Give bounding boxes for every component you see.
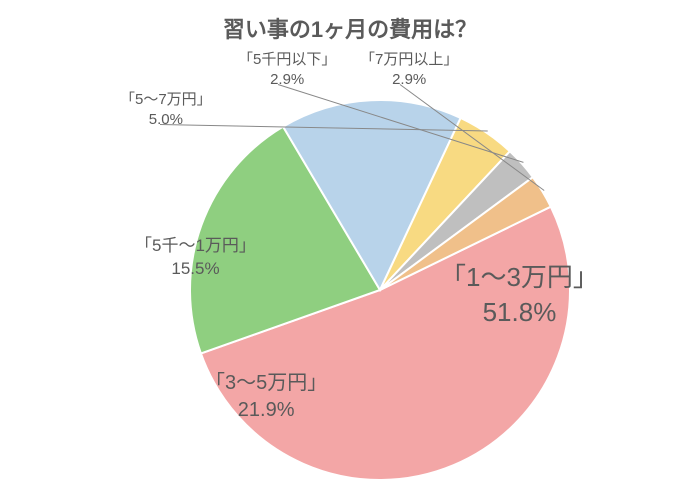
slice-label-name: 「1〜3万円」 [440, 260, 599, 295]
pie-svg [0, 0, 700, 500]
slice-label-name: 「5千円以下」 [238, 50, 336, 70]
slice-label-name: 「7万円以上」 [360, 50, 458, 70]
slice-label-percent: 21.9% [205, 397, 327, 424]
slice-label-name: 「5千〜1万円」 [135, 235, 256, 258]
slice-label-name: 「5〜7万円」 [120, 90, 212, 110]
pie-chart: 習い事の1ヶ月の費用は？ 「1〜3万円」51.8% 「3〜5万円」21.9% 「5千… [0, 0, 700, 500]
slice-label: 「3〜5万円」21.9% [205, 370, 327, 424]
slice-label-percent: 5.0% [120, 110, 212, 130]
slice-label-percent: 15.5% [135, 258, 256, 281]
slice-label-percent: 2.9% [238, 70, 336, 90]
slice-label: 「5千円以下」2.9% [238, 50, 336, 91]
chart-title: 習い事の1ヶ月の費用は？ [0, 12, 700, 44]
slice-label: 「1〜3万円」51.8% [440, 260, 599, 330]
slice-label-name: 「3〜5万円」 [205, 370, 327, 397]
slice-label: 「5千〜1万円」15.5% [135, 235, 256, 281]
slice-label-percent: 2.9% [360, 70, 458, 90]
slice-label-percent: 51.8% [440, 295, 599, 330]
slice-label: 「7万円以上」2.9% [360, 50, 458, 91]
slice-label: 「5〜7万円」5.0% [120, 90, 212, 131]
